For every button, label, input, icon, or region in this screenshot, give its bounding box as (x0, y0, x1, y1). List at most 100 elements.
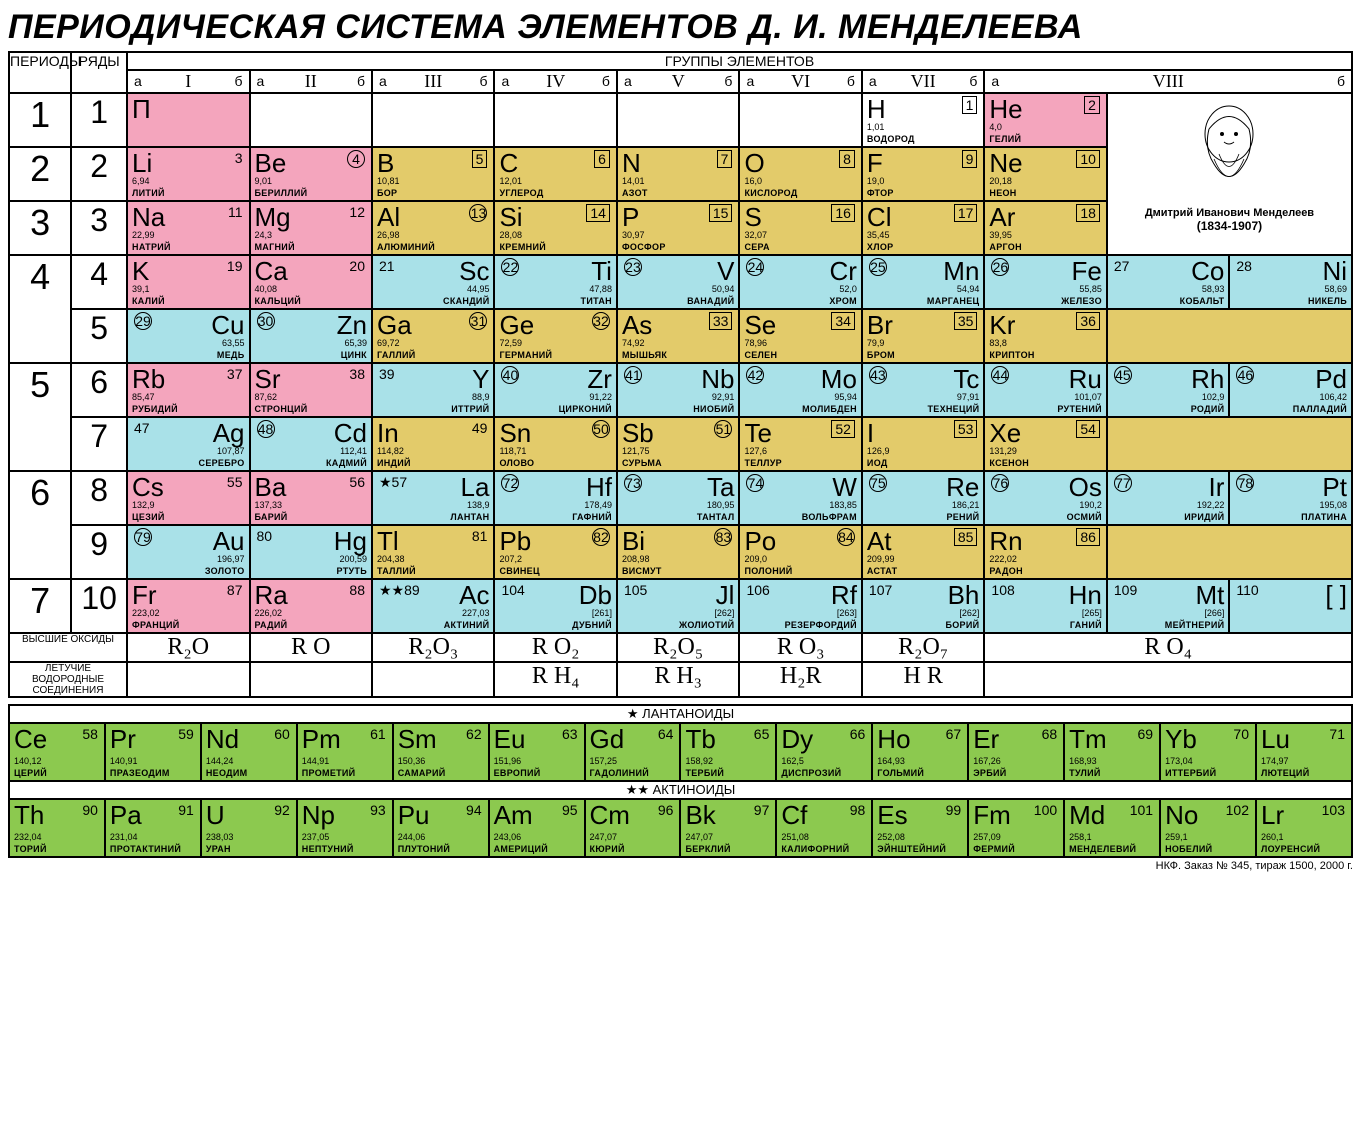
group-header: аVIб (739, 70, 861, 93)
element-symbol: Ag (213, 418, 245, 449)
atomic-mass: 222,02 (989, 554, 1017, 564)
atomic-number: 68 (1042, 726, 1058, 742)
element-symbol: Dy (781, 724, 813, 755)
atomic-mass: 121,75 (622, 446, 650, 456)
element-name: ПРОМЕТИЙ (302, 768, 356, 778)
atomic-mass: 173,04 (1165, 756, 1193, 766)
atomic-mass: 244,06 (398, 832, 426, 842)
element-symbol: Pa (110, 800, 142, 831)
element-name: АКТИНИЙ (444, 620, 490, 630)
element-cell: S 16 32,07 СЕРА (740, 202, 860, 254)
atomic-number: 100 (1034, 802, 1057, 818)
element-cell: Ta 73 180,95 ТАНТАЛ (618, 472, 738, 524)
atomic-mass: 92,91 (712, 392, 735, 402)
atomic-number: 56 (349, 474, 365, 490)
element-symbol: Es (877, 800, 907, 831)
element-name: СВИНЕЦ (499, 566, 539, 576)
element-cell: Tc 43 97,91 ТЕХНЕЦИЙ (863, 364, 983, 416)
element-symbol: At (867, 526, 892, 557)
element-cell: O 8 16,0 КИСЛОРОД (740, 148, 860, 200)
element-cell: In 49 114,82 ИНДИЙ (373, 418, 493, 470)
element-cell: Mg 12 24,3 МАГНИЙ (251, 202, 371, 254)
element-name: ЖОЛИОТИЙ (679, 620, 734, 630)
atomic-number: ★57 (379, 474, 407, 491)
element-name: ФОСФОР (622, 242, 666, 252)
atomic-number: 61 (370, 726, 386, 742)
element-symbol: Th (14, 800, 44, 831)
atomic-number: 51 (714, 420, 732, 438)
atomic-number: 81 (472, 528, 488, 544)
element-symbol: In (377, 418, 399, 449)
atomic-mass: 186,21 (952, 500, 980, 510)
element-name: ВАНАДИЙ (687, 296, 734, 306)
atomic-number: 109 (1114, 582, 1137, 598)
element-symbol: Pm (302, 724, 341, 755)
hydride (250, 662, 372, 697)
atomic-number: 38 (349, 366, 365, 382)
element-cell: Be 4 9,01 БЕРИЛЛИЙ (251, 148, 371, 200)
atomic-mass: 65,39 (344, 338, 367, 348)
atomic-number: 99 (946, 802, 962, 818)
atomic-mass: 107,87 (217, 446, 245, 456)
atomic-mass: 259,1 (1165, 832, 1188, 842)
element-cell: V 23 50,94 ВАНАДИЙ (618, 256, 738, 308)
element-cell: He 2 4,0 ГЕЛИЙ (985, 94, 1105, 146)
element-symbol: W (832, 472, 857, 503)
atomic-number: ★★89 (379, 582, 420, 599)
row-number: 2 (71, 147, 127, 201)
atomic-mass: 39,95 (989, 230, 1012, 240)
element-cell: Cu 29 63,55 МЕДЬ (128, 310, 248, 362)
oxide: R₂O₅ (617, 633, 739, 662)
element-symbol: Sm (398, 724, 437, 755)
atomic-mass: 258,1 (1069, 832, 1092, 842)
element-cell: Ti 22 47,88 ТИТАН (495, 256, 615, 308)
atomic-mass: 28,08 (499, 230, 522, 240)
atomic-number: 60 (274, 726, 290, 742)
atomic-number: 34 (831, 312, 855, 330)
element-cell: Rf 106 [263] РЕЗЕРФОРДИЙ (740, 580, 860, 632)
element-symbol: Pd (1315, 364, 1347, 395)
element-cell: Sc 21 44,95 СКАНДИЙ (373, 256, 493, 308)
element-name: ВОЛЬФРАМ (802, 512, 857, 522)
element-name: РУТЕНИЙ (1057, 404, 1102, 414)
atomic-number: 29 (134, 312, 152, 330)
atomic-mass: 192,22 (1197, 500, 1225, 510)
element-cell: Cd 48 112,41 КАДМИЙ (251, 418, 371, 470)
element-symbol: Br (867, 310, 893, 341)
element-name: ИРИДИЙ (1184, 512, 1224, 522)
atomic-mass: 87,62 (255, 392, 278, 402)
atomic-number: 71 (1329, 726, 1345, 742)
atomic-mass: 47,88 (589, 284, 612, 294)
atomic-number: 47 (134, 420, 150, 436)
atomic-number: 10 (1076, 150, 1100, 168)
atomic-mass: 39,1 (132, 284, 150, 294)
atomic-mass: 150,36 (398, 756, 426, 766)
atomic-number: 52 (831, 420, 855, 438)
atomic-mass: 101,07 (1074, 392, 1102, 402)
element-cell: Er 68 167,26 ЭРБИЙ (969, 724, 1063, 780)
element-symbol: Tb (685, 724, 715, 755)
element-symbol: S (744, 202, 761, 233)
element-name: ОСМИЙ (1067, 512, 1102, 522)
atomic-number: 63 (562, 726, 578, 742)
atomic-number: 24 (746, 258, 764, 276)
atomic-number: 101 (1130, 802, 1153, 818)
atomic-number: 8 (839, 150, 855, 168)
element-cell: Na 11 22,99 НАТРИЙ (128, 202, 248, 254)
element-name: НЕОДИМ (206, 768, 248, 778)
atomic-mass: 97,91 (957, 392, 980, 402)
atomic-number: 21 (379, 258, 395, 274)
element-cell: Hg 80 200,59 РТУТЬ (251, 526, 371, 578)
element-cell: Bk 97 247,07 БЕРКЛИЙ (681, 800, 775, 856)
element-symbol: П (132, 94, 151, 125)
element-symbol: Cu (211, 310, 244, 341)
element-cell: La ★57 138,9 ЛАНТАН (373, 472, 493, 524)
element-cell: P 15 30,97 ФОСФОР (618, 202, 738, 254)
atomic-number: 84 (837, 528, 855, 546)
element-cell: Pt 78 195,08 ПЛАТИНА (1230, 472, 1351, 524)
atomic-mass: 22,99 (132, 230, 155, 240)
element-symbol: Co (1191, 256, 1224, 287)
element-name: ГАЛЛИЙ (377, 350, 416, 360)
atomic-number: 72 (501, 474, 519, 492)
element-name: МЕНДЕЛЕВИЙ (1069, 844, 1136, 854)
